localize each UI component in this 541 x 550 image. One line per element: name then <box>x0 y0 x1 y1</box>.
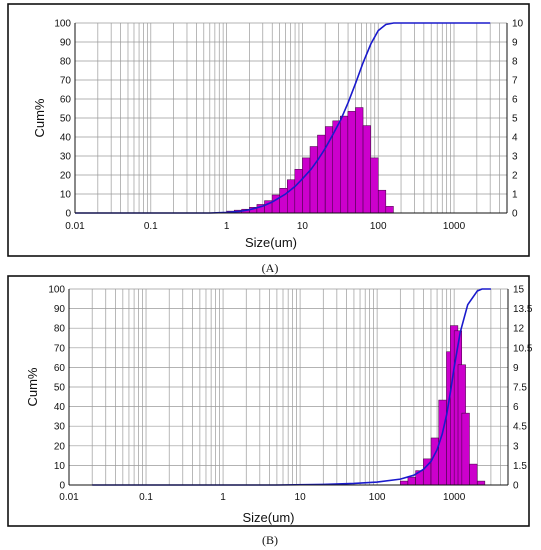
y-tick-label-right: 8 <box>512 57 518 68</box>
x-tick-label: 1000 <box>443 221 466 232</box>
bar <box>324 126 334 214</box>
bar <box>477 480 486 486</box>
bar <box>407 476 416 486</box>
y-tick-label-left: 20 <box>60 171 72 182</box>
bar <box>370 157 379 214</box>
y-tick-label-right: 4.5 <box>513 422 527 433</box>
bar <box>400 480 409 486</box>
y-tick-label-left: 80 <box>60 57 72 68</box>
bar <box>355 107 364 214</box>
x-tick-label: 0.01 <box>59 492 79 503</box>
x-tick-label: 10 <box>297 221 309 232</box>
y-tick-label-left: 0 <box>59 481 65 492</box>
y-tick-label-left: 50 <box>60 114 72 125</box>
y-tick-label-right: 2 <box>512 171 518 182</box>
y-axis-title: Cum% <box>25 367 40 406</box>
bar <box>469 463 478 486</box>
y-tick-label-right: 13.5 <box>513 304 533 315</box>
y-tick-label-left: 100 <box>54 19 71 30</box>
y-tick-label-left: 10 <box>60 190 72 201</box>
panel-caption: (A) <box>262 261 279 275</box>
y-tick-label-left: 90 <box>60 38 72 49</box>
y-tick-label-right: 0 <box>513 481 519 492</box>
y-tick-label-right: 7 <box>512 76 518 87</box>
x-tick-label: 0.1 <box>144 221 158 232</box>
bar <box>362 125 371 214</box>
y-tick-label-left: 50 <box>54 383 66 394</box>
x-tick-label: 10 <box>295 492 307 503</box>
y-tick-label-left: 90 <box>54 304 66 315</box>
bar <box>377 189 387 214</box>
bar <box>385 206 394 214</box>
x-axis-title: Size(um) <box>245 235 297 250</box>
x-tick-label: 0.1 <box>139 492 153 503</box>
x-tick-label: 0.01 <box>65 221 85 232</box>
y-tick-label-left: 100 <box>48 285 65 296</box>
x-tick-label: 100 <box>369 492 386 503</box>
bar <box>279 188 288 214</box>
y-tick-label-left: 10 <box>54 461 66 472</box>
y-tick-label-right: 0 <box>512 209 518 220</box>
bar <box>317 134 326 214</box>
bar <box>309 146 318 214</box>
y-tick-label-left: 0 <box>65 209 71 220</box>
y-tick-label-left: 70 <box>54 343 66 354</box>
chart-panel-a: 0.01 0.1 1 10 100 100001020304050607080901000… <box>7 3 530 257</box>
y-tick-label-right: 7.5 <box>513 383 527 394</box>
bar <box>332 120 341 214</box>
y-tick-label-right: 1 <box>512 190 518 201</box>
y-tick-label-right: 9 <box>512 38 518 49</box>
y-tick-label-left: 60 <box>54 363 66 374</box>
bar <box>461 412 470 486</box>
y-tick-label-right: 10.5 <box>513 343 533 354</box>
y-tick-label-right: 15 <box>513 285 525 296</box>
y-tick-label-left: 30 <box>54 422 66 433</box>
y-tick-label-right: 9 <box>513 363 519 374</box>
y-tick-label-left: 40 <box>54 402 66 413</box>
y-tick-label-left: 70 <box>60 76 72 87</box>
y-tick-label-right: 5 <box>512 114 518 125</box>
x-tick-label: 1000 <box>443 492 466 503</box>
cumulative-curve <box>75 22 491 214</box>
bar <box>294 169 303 214</box>
y-tick-label-right: 10 <box>512 19 524 30</box>
chart-panel-b: 0.01 0.1 1 10 100 100001020304050607080901000… <box>7 275 533 527</box>
y-tick-label-right: 3 <box>512 152 518 163</box>
y-tick-label-left: 40 <box>60 133 72 144</box>
y-tick-label-left: 80 <box>54 324 66 335</box>
y-tick-label-right: 3 <box>513 441 519 452</box>
bar <box>430 437 439 486</box>
y-tick-label-right: 6 <box>513 402 519 413</box>
x-tick-label: 1 <box>220 492 226 503</box>
cumulative-curve <box>92 288 491 486</box>
y-tick-label-left: 60 <box>60 95 72 106</box>
y-tick-label-right: 12 <box>513 324 525 335</box>
x-tick-label: 100 <box>370 221 387 232</box>
bar <box>347 111 356 214</box>
x-tick-label: 1 <box>224 221 230 232</box>
y-tick-label-right: 4 <box>512 133 518 144</box>
panel-caption: (B) <box>262 533 278 547</box>
bar <box>340 115 349 214</box>
y-tick-label-left: 20 <box>54 441 66 452</box>
y-tick-label-right: 6 <box>512 95 518 106</box>
y-tick-label-left: 30 <box>60 152 72 163</box>
bar <box>302 157 311 214</box>
y-axis-title: Cum% <box>32 98 47 137</box>
grid-horizontal <box>75 22 507 214</box>
y-tick-label-right: 1.5 <box>513 461 527 472</box>
bar <box>287 179 296 214</box>
x-axis-title: Size(um) <box>242 510 294 525</box>
